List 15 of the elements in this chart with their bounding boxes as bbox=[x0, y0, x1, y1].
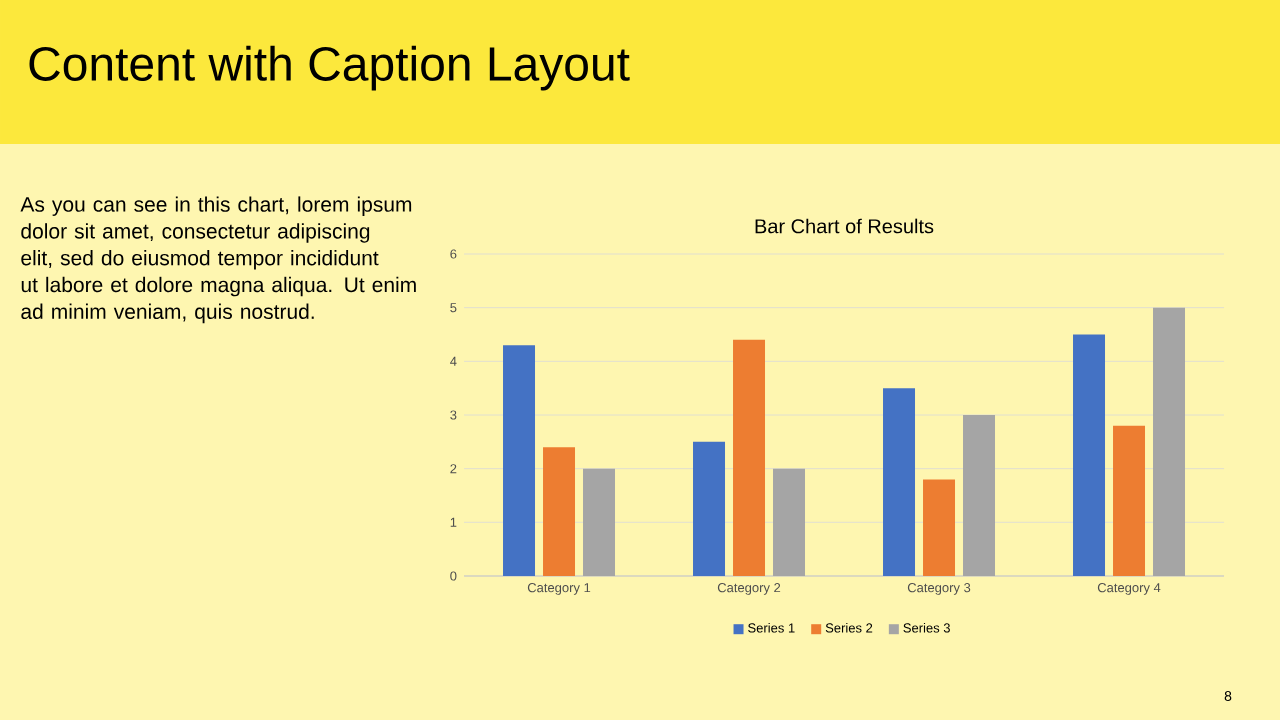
text: As you can see in this chart, lorem ipsum dolor sit amet, consectetur adipiscing elit, sed do eiusmod tempor incididunt ut labore et dolore magna aliqua. Ut enim ad minim veniam, quis nostrud. bbox=[20, 196, 416, 324]
bar bbox=[1153, 307, 1186, 576]
bar bbox=[583, 468, 616, 576]
chart-subtitle: Bar Chart of Results bbox=[755, 218, 934, 234]
bar bbox=[543, 447, 576, 576]
bar bbox=[923, 479, 956, 576]
bar bbox=[883, 388, 916, 576]
bar bbox=[1073, 334, 1106, 576]
bar bbox=[693, 441, 726, 576]
bar bbox=[503, 345, 536, 576]
bar bbox=[963, 415, 996, 576]
bar bbox=[773, 468, 806, 576]
chart-title: Content with Caption Layout bbox=[29, 45, 630, 91]
bar bbox=[1113, 425, 1146, 576]
bar bbox=[733, 339, 766, 576]
